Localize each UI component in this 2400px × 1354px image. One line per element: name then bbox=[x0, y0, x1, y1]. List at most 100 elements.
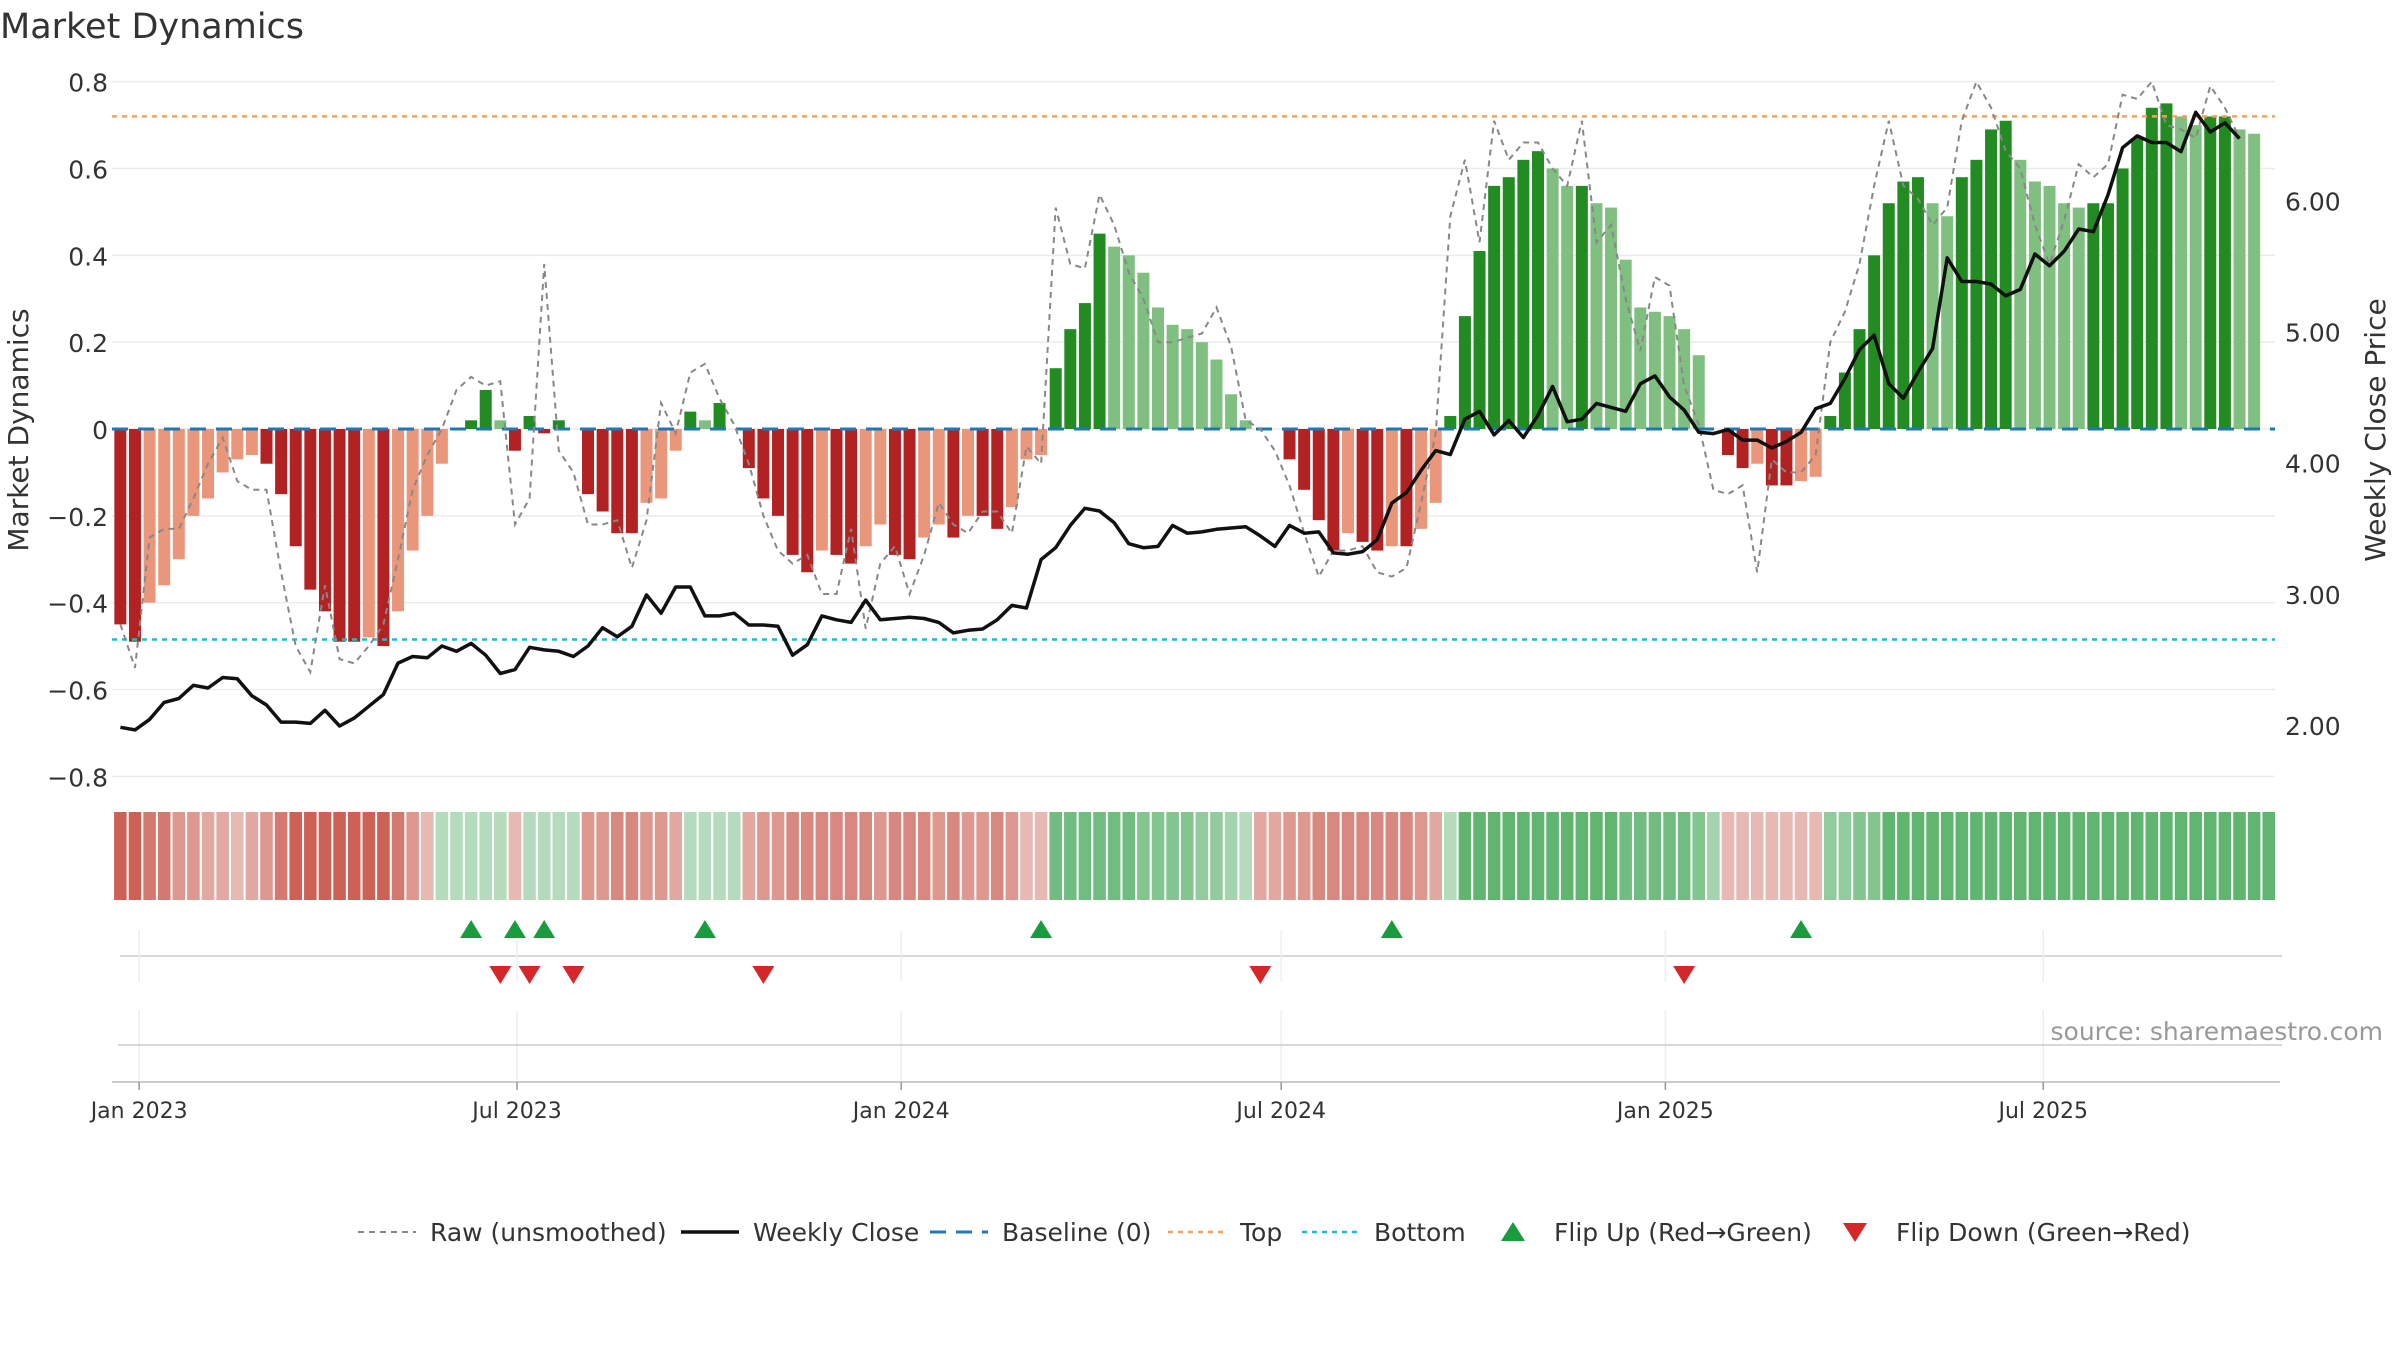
bar bbox=[2218, 116, 2231, 429]
bar bbox=[2248, 133, 2261, 429]
bar bbox=[1342, 429, 1354, 534]
bar bbox=[1999, 120, 2012, 429]
bar bbox=[1078, 303, 1091, 429]
bar bbox=[1225, 394, 1238, 429]
bar bbox=[874, 429, 887, 525]
state-cell bbox=[1005, 812, 1019, 900]
bar bbox=[231, 429, 244, 460]
state-cell bbox=[1473, 812, 1486, 900]
state-cell bbox=[654, 812, 668, 900]
state-cell bbox=[1122, 812, 1136, 900]
bar bbox=[465, 420, 478, 429]
state-cell bbox=[932, 812, 946, 900]
state-cell bbox=[1926, 812, 1939, 900]
bar bbox=[1049, 368, 1062, 429]
bar bbox=[1970, 159, 1983, 429]
state-cell bbox=[903, 812, 916, 900]
bar bbox=[1415, 429, 1428, 529]
raw-series-line bbox=[119, 79, 2241, 676]
state-cell bbox=[1575, 812, 1589, 900]
state-cell bbox=[1151, 812, 1165, 900]
state-cell bbox=[508, 812, 522, 900]
state-cell bbox=[800, 812, 814, 900]
flip-down-marker bbox=[562, 966, 585, 984]
left-tick-label: −0.8 bbox=[47, 763, 108, 792]
bar bbox=[1985, 129, 1998, 429]
bar bbox=[114, 429, 127, 625]
state-cell bbox=[537, 812, 551, 900]
state-cell bbox=[1341, 812, 1355, 900]
bar bbox=[1385, 429, 1398, 547]
bar bbox=[655, 429, 668, 499]
state-cell bbox=[1721, 812, 1735, 900]
bar-series bbox=[114, 103, 2261, 647]
bar bbox=[1152, 307, 1164, 429]
bar bbox=[1824, 415, 1837, 429]
bar bbox=[2058, 203, 2071, 429]
state-strip bbox=[114, 812, 2276, 900]
state-cell bbox=[114, 812, 127, 900]
bar bbox=[742, 429, 755, 469]
state-cell bbox=[230, 812, 244, 900]
state-cell bbox=[391, 812, 405, 900]
state-cell bbox=[143, 812, 156, 900]
state-cell bbox=[216, 812, 229, 900]
bar bbox=[1882, 203, 1895, 429]
bar bbox=[523, 415, 536, 429]
state-cell bbox=[2189, 812, 2202, 900]
reference-lines bbox=[112, 115, 2275, 641]
state-cell bbox=[1458, 812, 1472, 900]
bar bbox=[1532, 151, 1544, 429]
bottom-panel bbox=[118, 1010, 2282, 1080]
state-cell bbox=[1765, 812, 1779, 900]
right-tick-label: 4.00 bbox=[2285, 450, 2341, 479]
state-cell bbox=[1750, 812, 1764, 900]
bar bbox=[1210, 359, 1223, 429]
bar bbox=[1765, 429, 1778, 486]
state-cell bbox=[494, 812, 507, 900]
state-cell bbox=[1780, 812, 1793, 900]
bar bbox=[1035, 429, 1048, 456]
state-cell bbox=[523, 812, 536, 900]
legend-label: Flip Up (Red→Green) bbox=[1554, 1218, 1812, 1247]
flip-up-marker bbox=[460, 920, 483, 938]
bar bbox=[1195, 342, 1208, 429]
bar bbox=[1648, 311, 1661, 429]
state-cell bbox=[625, 812, 639, 900]
bar bbox=[1692, 355, 1705, 429]
bar bbox=[377, 429, 390, 647]
state-cell bbox=[581, 812, 595, 900]
state-cell bbox=[1064, 812, 1077, 900]
state-cell bbox=[596, 812, 609, 900]
state-cell bbox=[1356, 812, 1369, 900]
state-cell bbox=[2072, 812, 2086, 900]
state-cell bbox=[1867, 812, 1881, 900]
bar bbox=[216, 429, 229, 473]
bar bbox=[1955, 177, 1968, 429]
bar bbox=[596, 429, 609, 512]
state-cell bbox=[157, 812, 171, 900]
bar bbox=[1400, 429, 1413, 547]
state-cell bbox=[128, 812, 142, 900]
state-cell bbox=[1385, 812, 1399, 900]
bar bbox=[318, 429, 331, 612]
bar bbox=[2204, 116, 2217, 429]
state-cell bbox=[2057, 812, 2071, 900]
state-cell bbox=[742, 812, 756, 900]
state-cell bbox=[1268, 812, 1282, 900]
left-tick-label: 0 bbox=[92, 416, 108, 445]
state-cell bbox=[1239, 812, 1252, 900]
bar bbox=[976, 429, 989, 516]
right-axis-label: Weekly Close Price bbox=[2359, 298, 2392, 561]
bar bbox=[2233, 129, 2246, 429]
bar bbox=[1458, 316, 1471, 429]
state-cell bbox=[1970, 812, 1983, 900]
state-cell bbox=[1736, 812, 1749, 900]
state-cell bbox=[260, 812, 273, 900]
state-cell bbox=[1502, 812, 1516, 900]
x-tick-label: Jan 2023 bbox=[89, 1099, 188, 1124]
state-cell bbox=[1940, 812, 1954, 900]
state-cell bbox=[2174, 812, 2188, 900]
state-cell bbox=[771, 812, 785, 900]
state-cell bbox=[917, 812, 931, 900]
